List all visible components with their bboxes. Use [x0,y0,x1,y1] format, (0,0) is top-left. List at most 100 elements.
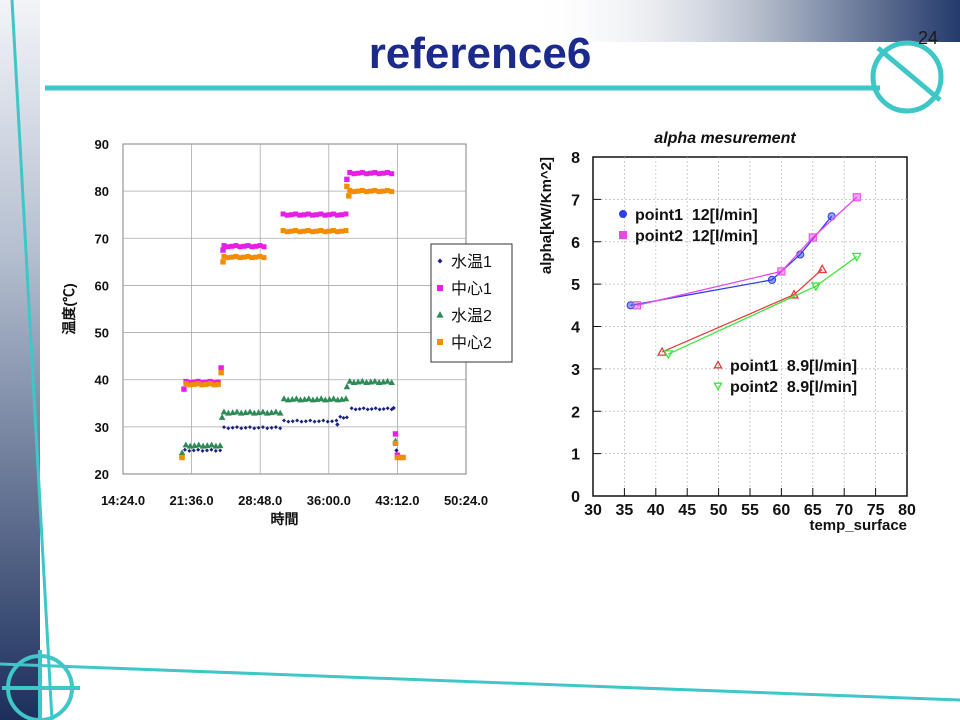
y-tick-label: 4 [571,320,580,337]
data-point [318,211,324,217]
data-point [355,170,361,176]
legend-marker [619,210,627,218]
data-point [257,253,263,259]
data-point [278,426,283,431]
data-point [377,407,382,412]
data-point [218,448,223,453]
data-point [343,383,351,390]
data-point [273,425,278,430]
data-point [252,426,257,431]
data-point [245,243,251,249]
data-point [384,187,390,193]
data-point [181,386,187,392]
data-point [195,381,201,387]
data-point [241,243,247,249]
data-point [241,254,247,260]
series-中心2 [179,183,406,461]
data-point [350,379,358,385]
data-point [242,409,249,416]
data-point [269,425,274,430]
data-point [220,259,226,265]
data-point [321,418,326,423]
data-point [280,228,286,234]
data-point [226,426,231,431]
data-point [260,425,265,430]
data-point [208,441,215,448]
data-point [339,228,345,234]
data-point [632,301,642,310]
x-tick-label: 50 [710,502,728,519]
data-point [245,253,251,259]
data-point [342,395,350,402]
data-point [344,415,349,420]
data-point [359,170,365,176]
data-point [216,442,224,449]
data-point [335,212,341,218]
data-point [203,381,209,387]
y-axis-label: 温度(℃) [61,283,77,334]
data-point [359,377,366,384]
data-point [301,212,307,218]
data-point [663,350,674,360]
y-tick-label: 0 [571,489,580,506]
data-point [249,255,255,261]
legend: 水温1 中心1 水温2 中心2 [430,243,513,363]
data-point [313,395,321,402]
data-point [346,193,352,199]
data-point [344,183,350,190]
data-point [297,229,303,235]
data-point [326,212,332,218]
slide-title: reference6 [368,29,592,78]
data-point [265,426,270,431]
legend-marker [437,285,443,291]
y-tick-label: 1 [571,447,580,464]
data-point [314,212,320,218]
data-point [334,396,341,403]
data-point [213,448,218,453]
legend-box [430,243,513,363]
data-point [187,382,193,388]
data-point [373,406,378,411]
data-point [261,244,267,250]
data-point [290,419,295,424]
data-point [363,379,370,385]
data-point [827,212,836,221]
data-point [305,395,313,402]
left-diagonal-rule [10,0,54,720]
data-point [284,396,292,403]
data-point [808,233,817,242]
x-axis-label: temp_surface [809,517,907,534]
data-point [347,170,353,176]
data-point [322,396,329,403]
data-point [191,448,196,453]
data-point [351,171,357,177]
y-tick-label: 5 [571,277,580,294]
data-point [354,378,362,385]
data-point [221,425,226,430]
data-point [233,243,239,249]
data-point [268,409,275,416]
data-point [229,409,236,416]
data-point [351,189,357,195]
x-tick-label: 80 [898,502,916,519]
data-point [343,211,349,217]
data-point [261,255,267,261]
series-point2 8.9[l/min] [663,252,862,360]
data-point [346,377,354,384]
legend-label: point1 8.9[l/min] [730,358,857,375]
data-point [209,447,214,452]
data-point [392,431,399,437]
legend-marker [437,339,443,345]
data-point [253,243,259,249]
data-point [767,275,777,284]
data-point [263,409,271,416]
data-point [272,408,280,415]
data-point [326,395,333,402]
x-tick-label: 28:48.0 [238,493,282,508]
data-point [372,170,378,176]
data-point [239,426,244,431]
x-tick-label: 75 [867,502,885,519]
data-point [284,212,290,218]
x-tick-label: 35 [616,502,634,519]
y-tick-label: 2 [571,404,580,421]
